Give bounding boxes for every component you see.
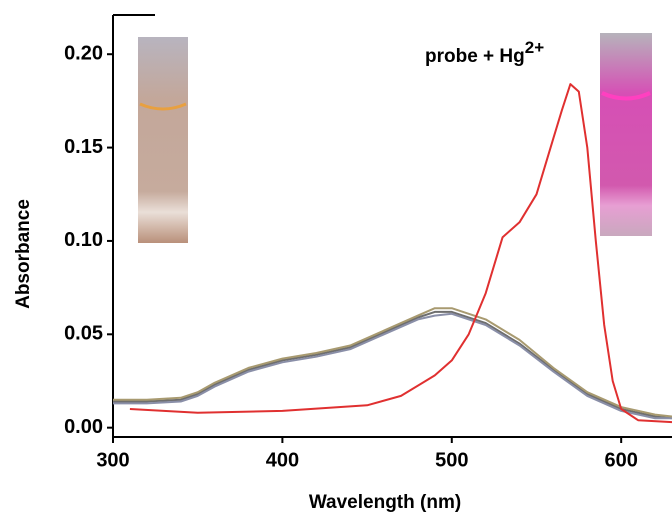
y-tick-label: 0.15: [64, 136, 103, 158]
spectrum-line: [113, 310, 672, 420]
x-tick-label: 400: [266, 449, 299, 471]
spectrum-line: [113, 312, 672, 420]
x-tick-label: 500: [435, 449, 468, 471]
y-tick-label: 0.00: [64, 416, 103, 438]
x-axis-label: Wavelength (nm): [309, 492, 461, 513]
cuvette-left: [138, 37, 188, 243]
y-tick-label: 0.05: [64, 323, 103, 345]
spectrum-line: [129, 83, 672, 424]
cuvette-right: [600, 33, 652, 236]
annotation: probe + Hg2+: [425, 38, 544, 67]
x-tick-label: 600: [604, 449, 637, 471]
annotation-text: probe + Hg: [425, 46, 525, 67]
spectrum-line: [113, 307, 672, 418]
y-tick-label: 0.10: [64, 229, 103, 251]
y-tick-label: 0.20: [64, 42, 103, 64]
x-tick-label: 300: [96, 449, 129, 471]
y-axis-label: Absorbance: [13, 199, 34, 309]
annotation-superscript: 2+: [525, 38, 544, 57]
